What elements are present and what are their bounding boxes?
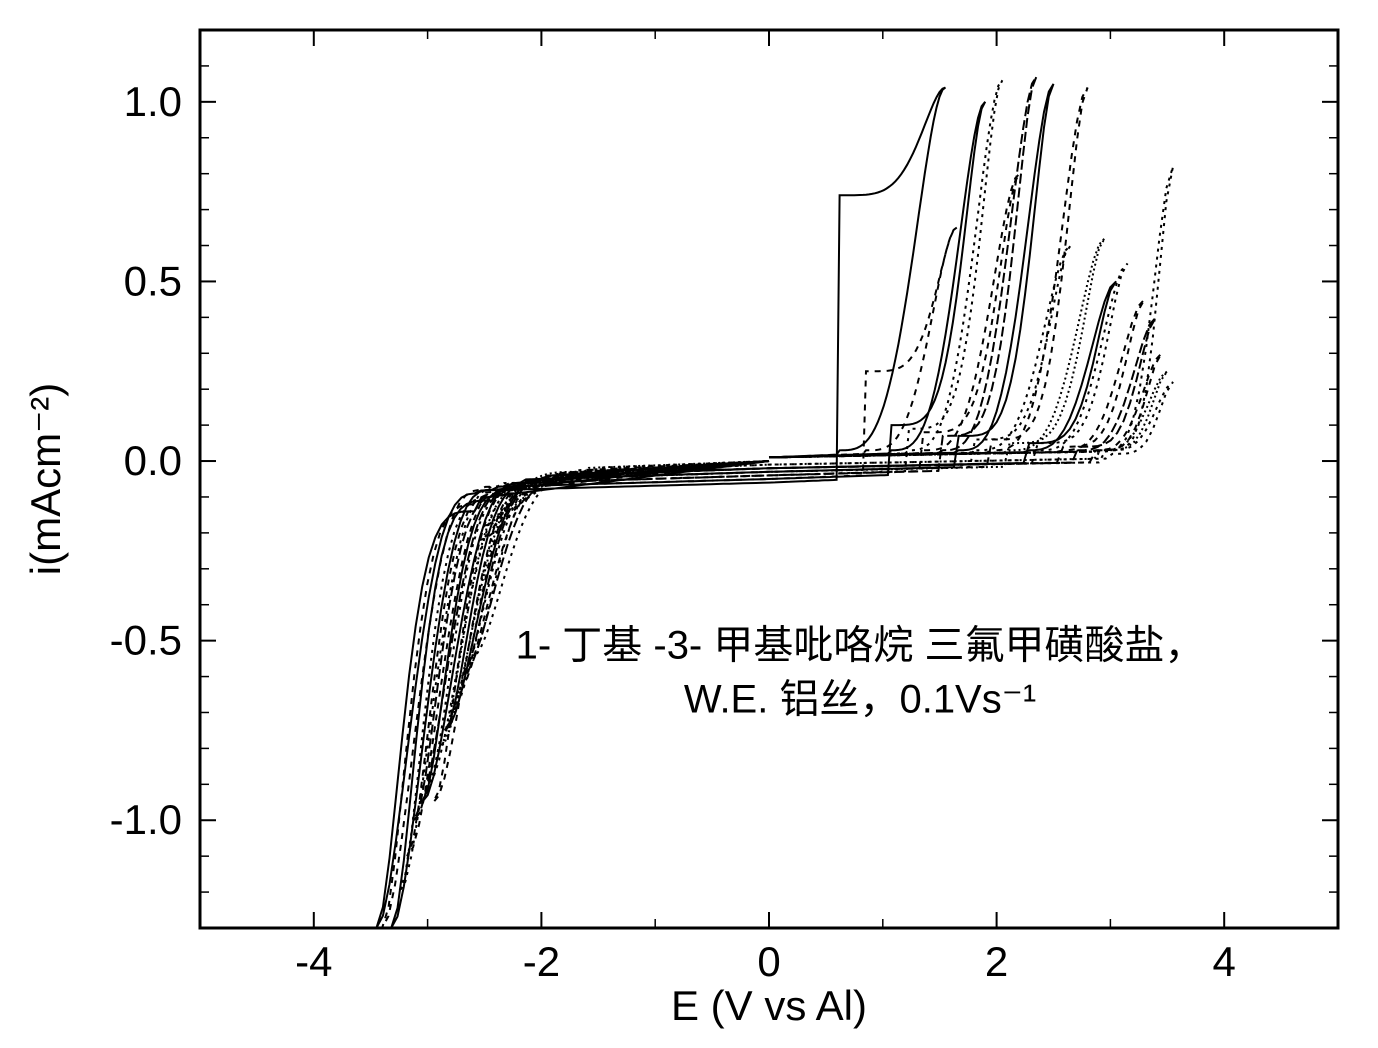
y-tick-label: 0.5	[124, 257, 182, 304]
cv-chart: -4 -2 0 2 4 -1.0 -0.5 0.0 0.5 1.0 E (V vs Al) i(mAc…	[0, 0, 1378, 1048]
x-tick-label: 0	[757, 938, 780, 985]
annotation-line: W.E. 铝丝，0.1Vs⁻¹	[684, 678, 1036, 722]
x-tick-label: 4	[1213, 938, 1236, 985]
y-axis-label: i(mAcm⁻²)	[22, 383, 69, 575]
x-tick-label: -4	[295, 938, 332, 985]
y-tick-label: 0.0	[124, 437, 182, 484]
chart-svg: -4 -2 0 2 4 -1.0 -0.5 0.0 0.5 1.0 E (V vs Al) i(mAc…	[0, 0, 1378, 1048]
y-tick-label: -0.5	[110, 617, 182, 664]
x-tick-label: 2	[985, 938, 1008, 985]
y-tick-label: -1.0	[110, 796, 182, 843]
annotation-line: 1- 丁基 -3- 甲基吡咯烷 三氟甲磺酸盐，	[516, 624, 1205, 668]
y-tick-label: 1.0	[124, 78, 182, 125]
x-tick-label: -2	[523, 938, 560, 985]
x-axis-label: E (V vs Al)	[671, 982, 867, 1029]
